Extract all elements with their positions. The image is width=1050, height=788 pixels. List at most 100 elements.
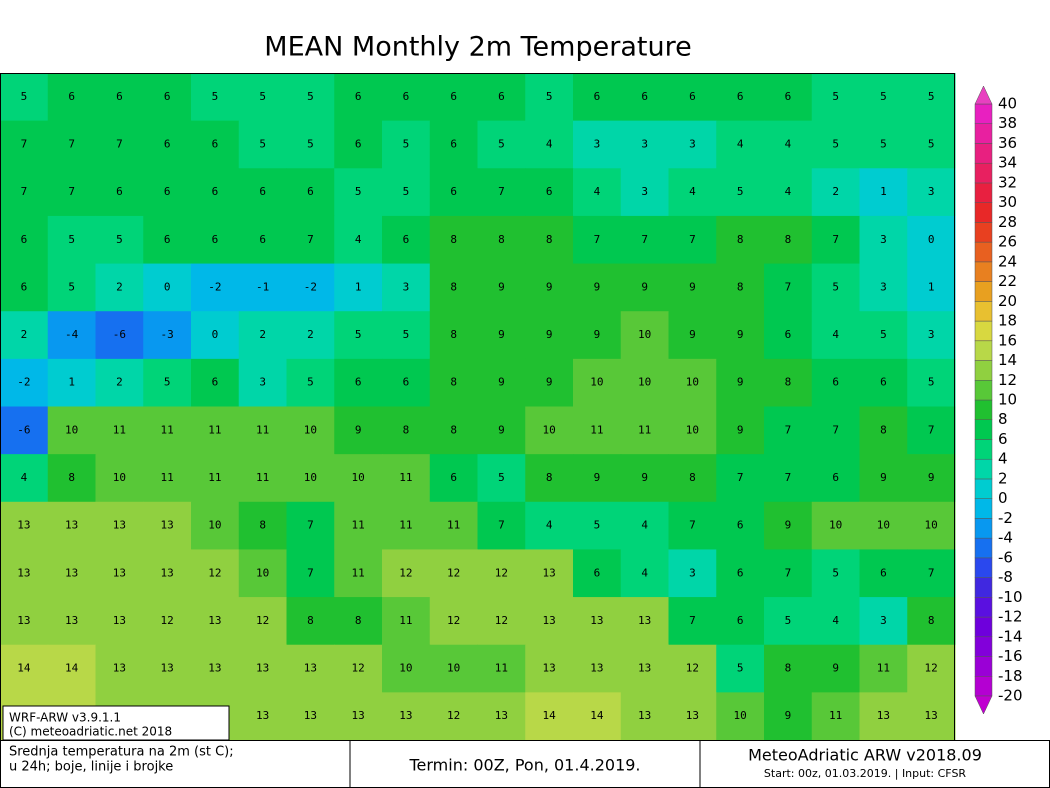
temperature-cell: [334, 168, 383, 217]
colorbar-label: -16: [998, 647, 1023, 665]
temperature-value: 5: [498, 471, 505, 484]
temperature-value: 9: [928, 471, 935, 484]
temperature-cell: [382, 168, 431, 217]
temperature-value: 4: [355, 233, 362, 246]
temperature-value: 5: [832, 280, 839, 293]
temperature-cell: [477, 73, 526, 122]
temperature-value: 6: [403, 233, 410, 246]
temperature-value: 5: [68, 280, 75, 293]
temperature-value: 7: [832, 233, 839, 246]
temperature-cell: [382, 644, 431, 693]
temperature-value: 7: [68, 137, 75, 150]
temperature-value: 6: [212, 376, 219, 389]
temperature-cell: [382, 501, 431, 550]
temperature-cell: [382, 549, 431, 598]
temperature-cell: [191, 358, 240, 407]
temperature-value: 12: [399, 566, 412, 579]
temperature-value: 13: [65, 519, 78, 532]
temperature-value: 13: [161, 662, 174, 675]
temperature-cell: [47, 215, 96, 265]
temperature-value: 13: [256, 662, 269, 675]
temperature-value: 13: [304, 662, 317, 675]
temperature-cell: [668, 311, 717, 360]
temperature-cell: [429, 358, 478, 407]
temperature-cell: [573, 311, 622, 360]
temperature-value: 5: [403, 185, 410, 198]
temperature-value: 7: [737, 471, 744, 484]
temperature-cell: [47, 73, 96, 122]
colorbar-label: 34: [998, 154, 1017, 172]
temperature-cell: [525, 215, 574, 265]
temperature-cell: [525, 358, 574, 407]
colorbar-label: 12: [998, 371, 1017, 389]
temperature-cell: [238, 549, 287, 598]
temperature-value: 7: [116, 137, 123, 150]
temperature-cell: [334, 454, 383, 503]
temperature-value: 5: [832, 566, 839, 579]
temperature-cell: [143, 73, 192, 122]
start-info: Start: 00z, 01.03.2019. | Input: CFSR: [764, 767, 966, 780]
temperature-cell: [95, 406, 144, 455]
temperature-cell: [525, 406, 574, 455]
temperature-cell: [573, 406, 622, 455]
temperature-value: 10: [686, 376, 699, 389]
temperature-cell: [191, 215, 240, 265]
temperature-value: 4: [785, 185, 792, 198]
temperature-value: 12: [495, 614, 508, 627]
temperature-value: 5: [498, 137, 505, 150]
colorbar-band: [974, 222, 993, 243]
temperature-cell: [0, 168, 49, 217]
temperature-value: 9: [546, 280, 553, 293]
temperature-cell: [286, 549, 335, 598]
temperature-value: 9: [785, 519, 792, 532]
temperature-cell: [0, 644, 49, 693]
temperature-value: 9: [737, 423, 744, 436]
temperature-value: 7: [689, 614, 696, 627]
temperature-value: 7: [641, 233, 648, 246]
temperature-cell: [95, 597, 144, 646]
temperature-value: 2: [116, 280, 123, 293]
temperature-value: 7: [785, 471, 792, 484]
temperature-cell: [143, 454, 192, 503]
temperature-value: 11: [352, 519, 365, 532]
colorbar-above: [974, 85, 993, 105]
colorbar-label: 4: [998, 450, 1008, 468]
temperature-cell: [620, 549, 669, 598]
temperature-value: 6: [259, 185, 266, 198]
temperature-cell: [47, 501, 96, 550]
colorbar-label: -20: [998, 687, 1023, 705]
temperature-cell: [859, 263, 908, 312]
temperature-value: 0: [164, 280, 171, 293]
temperature-cell: [143, 549, 192, 598]
temperature-value: 13: [17, 519, 30, 532]
temperature-cell: [0, 501, 49, 550]
temperature-cell: [47, 358, 96, 407]
temperature-value: 6: [450, 185, 457, 198]
temperature-cell: [95, 73, 144, 122]
temperature-value: 6: [594, 90, 601, 103]
temperature-value: 11: [256, 471, 269, 484]
temperature-cell: [429, 168, 478, 217]
temperature-cell: [95, 311, 144, 360]
temperature-cell: [764, 549, 813, 598]
temperature-value: 13: [638, 709, 651, 722]
temperature-cell: [620, 358, 669, 407]
temperature-cell: [764, 215, 813, 265]
temperature-value: 7: [21, 185, 28, 198]
temperature-cell: [429, 215, 478, 265]
temperature-value: 13: [352, 709, 365, 722]
temperature-value: 8: [68, 471, 75, 484]
temperature-value: 5: [737, 662, 744, 675]
colorbar-band: [974, 518, 993, 539]
temperature-cell: [668, 597, 717, 646]
temperature-cell: [573, 692, 622, 741]
temperature-value: 11: [161, 423, 174, 436]
colorbar-band: [974, 182, 993, 203]
temperature-cell: [859, 454, 908, 503]
temperature-cell: [382, 215, 431, 265]
temperature-value: 8: [785, 233, 792, 246]
colorbar-below: [974, 695, 993, 715]
temperature-cell: [477, 692, 526, 741]
temperature-value: 8: [403, 423, 410, 436]
temperature-value: 7: [785, 566, 792, 579]
